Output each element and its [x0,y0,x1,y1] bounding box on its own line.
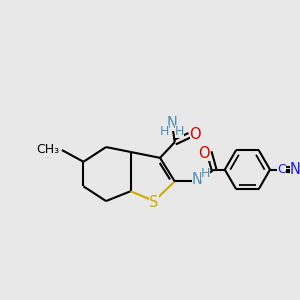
Text: N: N [167,116,177,131]
Text: H: H [200,167,210,180]
Text: O: O [198,146,210,161]
Text: N: N [192,172,203,187]
Text: N: N [290,162,300,177]
Text: CH₃: CH₃ [36,143,59,157]
Text: S: S [149,194,159,209]
Text: H: H [175,125,184,138]
Text: O: O [190,127,201,142]
Text: C: C [278,163,286,176]
Text: H: H [159,125,169,138]
